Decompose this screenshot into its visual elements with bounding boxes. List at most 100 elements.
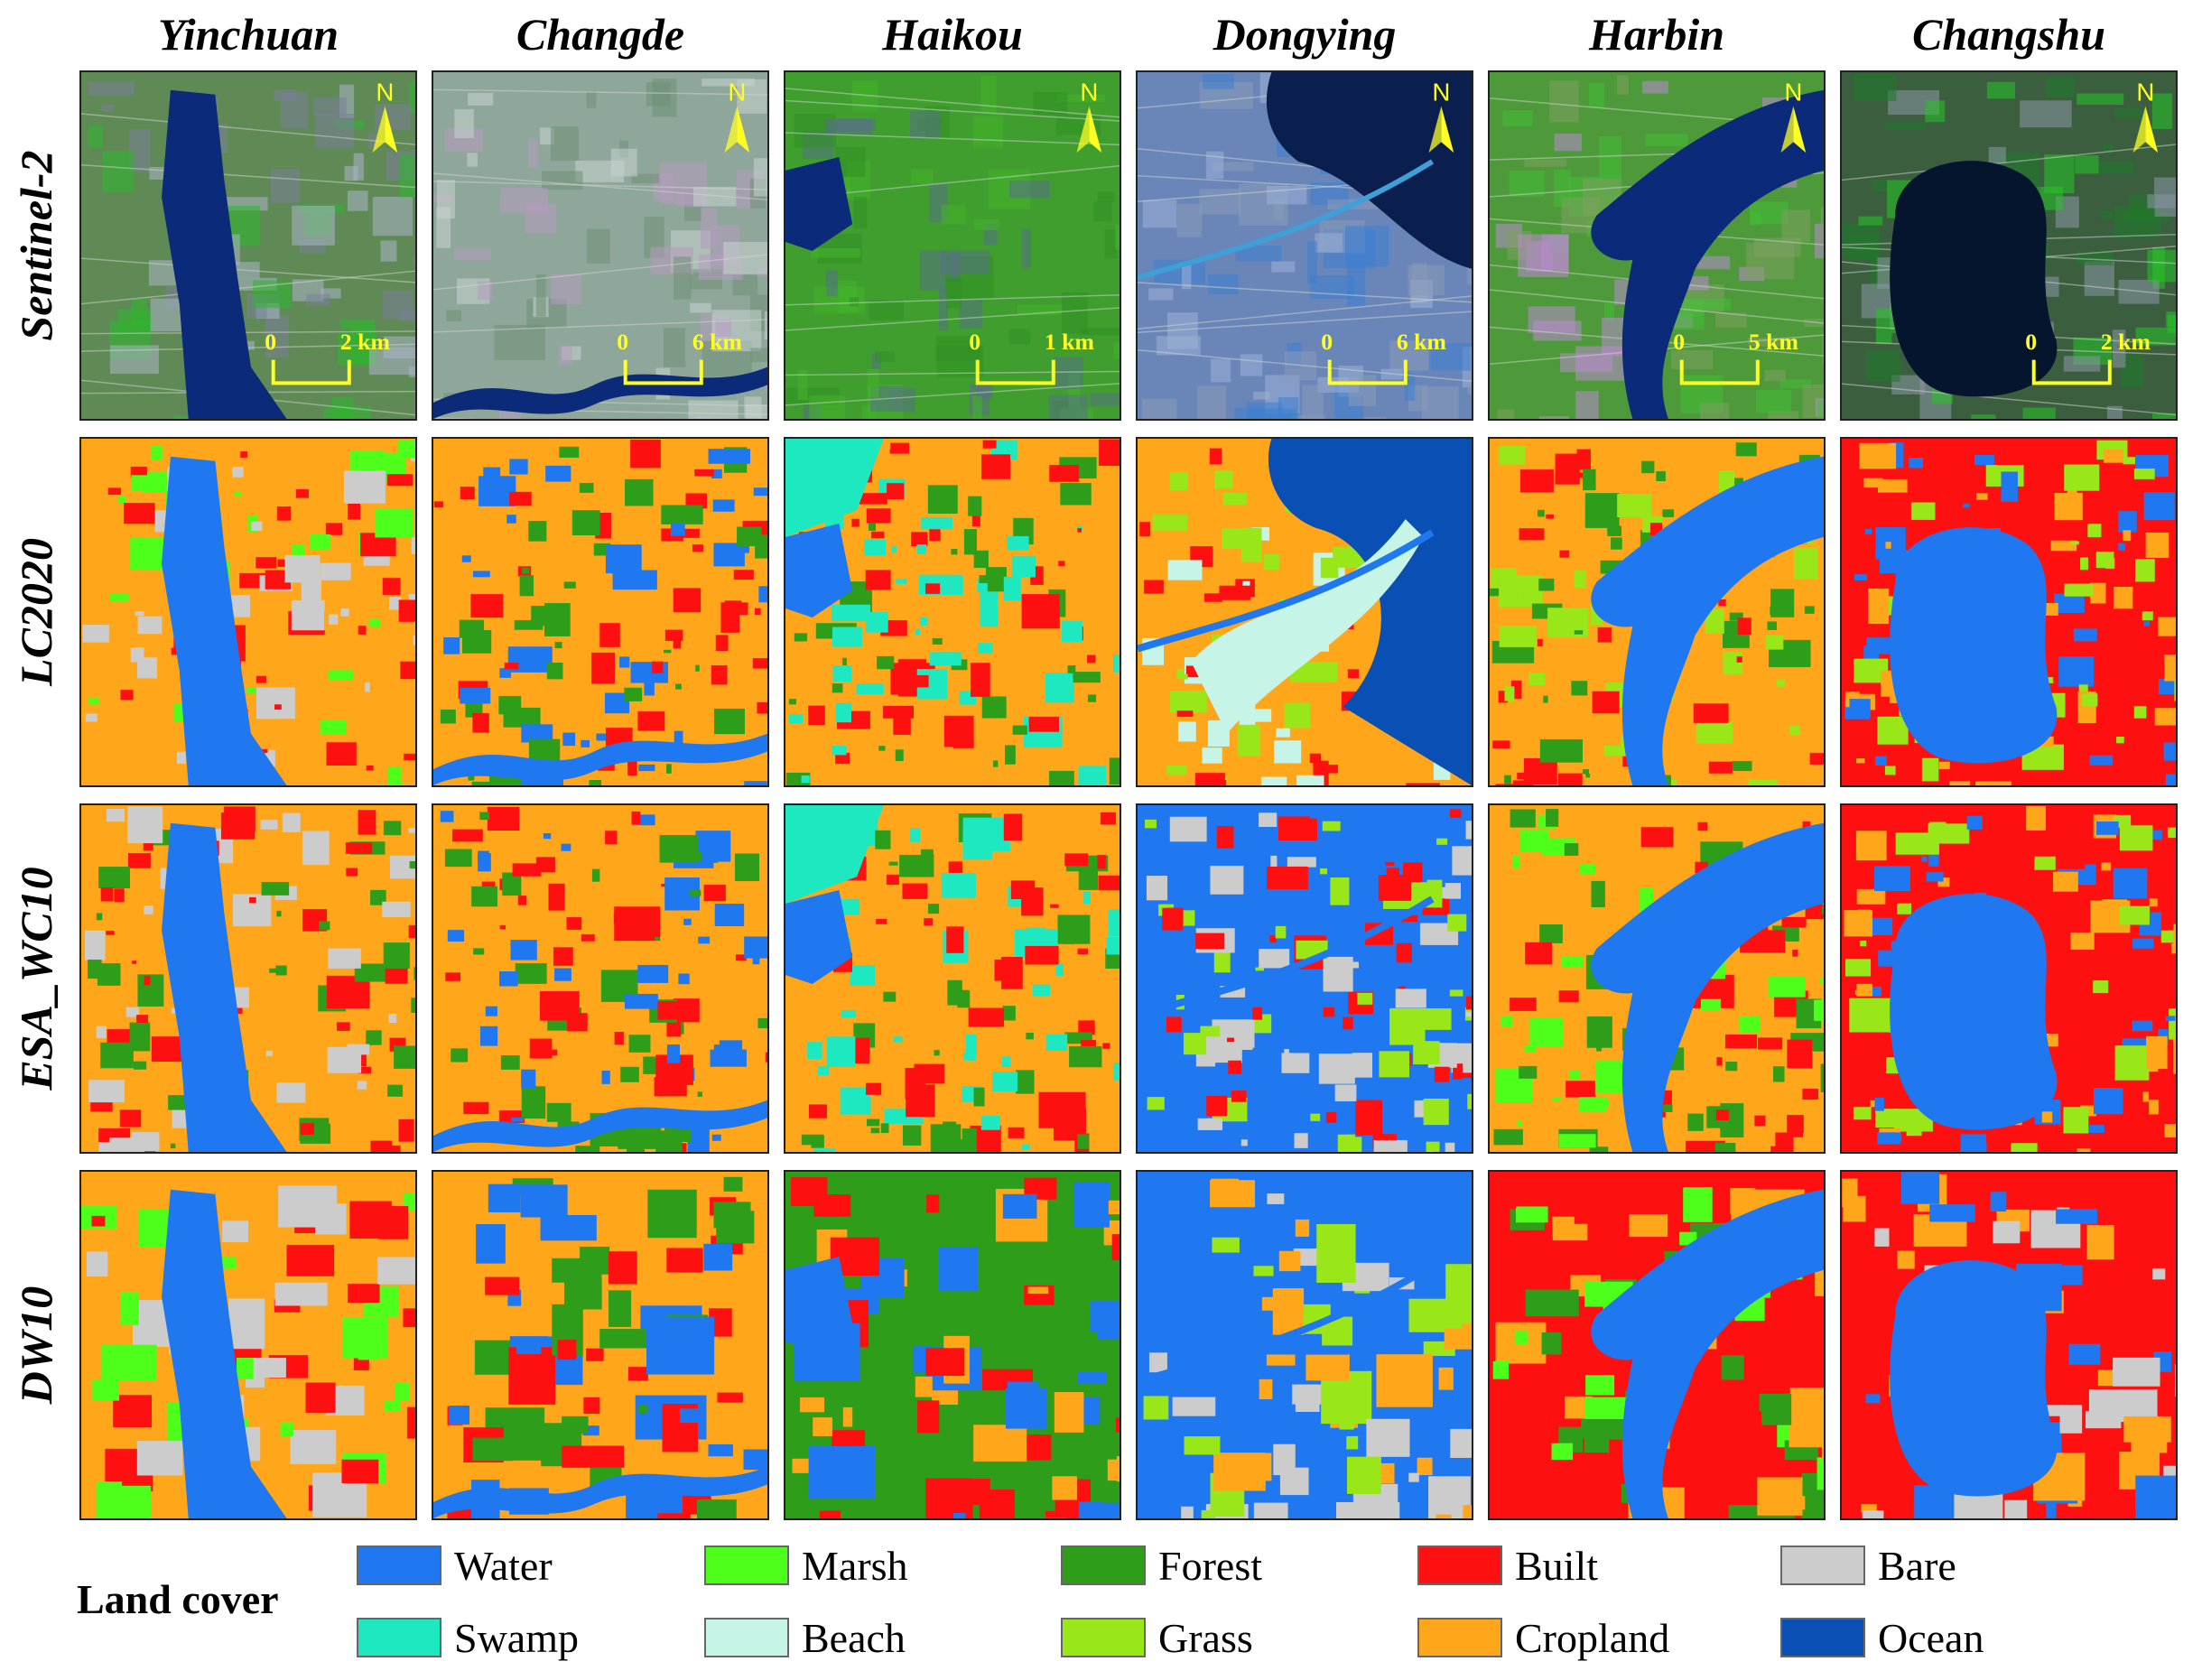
- class-patch: [1183, 1033, 1207, 1055]
- class-patch: [646, 1316, 715, 1375]
- class-patch: [291, 599, 325, 631]
- class-patch: [1049, 770, 1074, 785]
- class-patch: [562, 1445, 625, 1468]
- class-patch: [1095, 1502, 1120, 1518]
- class-patch: [625, 478, 654, 506]
- class-patch: [697, 1091, 702, 1097]
- class-patch: [927, 485, 958, 515]
- class-patch: [2145, 532, 2169, 559]
- class-patch: [1721, 1355, 1744, 1380]
- class-patch: [1862, 1510, 1884, 1518]
- class-patch: [1467, 1093, 1472, 1109]
- class-patch: [124, 503, 155, 524]
- class-patch: [1872, 986, 1882, 997]
- satellite-patch: [1524, 159, 1567, 167]
- class-patch: [1310, 1113, 1321, 1121]
- satellite-patch: [494, 324, 546, 360]
- satellite-patch: [1554, 134, 1582, 152]
- scalebar: [271, 359, 351, 385]
- class-patch: [929, 526, 941, 542]
- class-patch: [265, 570, 292, 589]
- satellite-patch: [1057, 94, 1106, 102]
- class-patch: [144, 905, 153, 914]
- class-patch: [320, 562, 351, 580]
- class-patch: [1715, 1109, 1729, 1121]
- class-patch: [2135, 559, 2155, 582]
- satellite-patch: [1589, 82, 1604, 108]
- class-patch: [2149, 830, 2162, 840]
- class-patch: [981, 696, 1007, 719]
- satellite-patch: [368, 347, 415, 376]
- class-patch: [510, 478, 516, 488]
- legend-item-bare: Bare: [1780, 1542, 1956, 1589]
- class-patch: [586, 1348, 604, 1361]
- class-patch: [575, 1146, 600, 1152]
- class-patch: [921, 849, 934, 857]
- class-patch: [176, 751, 186, 764]
- satellite-patch: [306, 293, 330, 306]
- water-body: [1591, 1189, 1824, 1518]
- satellite-patch: [1273, 200, 1284, 220]
- class-patch: [1200, 1026, 1221, 1037]
- class-patch: [696, 1499, 737, 1518]
- class-patch: [408, 924, 415, 939]
- river-line: [1138, 896, 1435, 1019]
- class-patch: [1061, 620, 1082, 643]
- class-patch: [1849, 699, 1871, 718]
- class-patch: [982, 440, 997, 449]
- satellite-patch: [715, 320, 732, 337]
- class-patch: [411, 998, 415, 1014]
- class-patch: [1260, 776, 1287, 785]
- satellite-patch: [1642, 80, 1668, 94]
- column-header-changde: Changde: [516, 9, 685, 60]
- class-patch: [1090, 1300, 1120, 1332]
- class-patch: [1447, 914, 1467, 932]
- satellite-patch: [610, 148, 637, 177]
- class-patch: [109, 593, 129, 602]
- map-panel-lc2020-yinchuan: [79, 437, 417, 787]
- class-patch: [757, 701, 767, 714]
- class-patch: [1266, 1354, 1296, 1366]
- class-patch: [1261, 1296, 1276, 1311]
- class-patch: [1499, 626, 1538, 647]
- class-patch: [1069, 1045, 1102, 1068]
- class-patch: [744, 781, 767, 785]
- class-patch: [978, 643, 993, 654]
- class-patch: [1098, 439, 1120, 466]
- class-patch: [871, 531, 885, 539]
- satellite-patch: [1497, 409, 1515, 419]
- class-patch: [1463, 1505, 1472, 1518]
- class-patch: [1586, 1016, 1612, 1048]
- water-body: [785, 890, 853, 984]
- class-patch: [737, 526, 762, 547]
- class-patch: [1214, 470, 1233, 489]
- class-patch: [630, 439, 661, 469]
- class-patch: [1077, 528, 1082, 533]
- class-patch: [1081, 1040, 1096, 1048]
- class-patch: [591, 652, 615, 684]
- satellite-patch: [1533, 320, 1582, 341]
- class-patch: [589, 780, 602, 785]
- class-patch: [2004, 1499, 2028, 1518]
- class-patch: [1538, 578, 1555, 591]
- class-patch: [479, 1026, 498, 1046]
- map-panel-esa-wc10-dongying: [1136, 803, 1473, 1154]
- class-patch: [1003, 576, 1021, 601]
- class-patch: [1861, 1504, 1877, 1513]
- class-patch: [757, 1017, 767, 1029]
- satellite-patch: [910, 168, 934, 184]
- class-patch: [971, 663, 990, 697]
- class-patch: [963, 1052, 976, 1061]
- class-patch: [1295, 1219, 1310, 1237]
- class-patch: [246, 687, 262, 694]
- class-patch: [1990, 1192, 2007, 1212]
- satellite-patch: [959, 299, 983, 329]
- class-patch: [1323, 956, 1353, 992]
- class-patch: [869, 523, 877, 532]
- scalebar: [1679, 359, 1760, 385]
- class-patch: [1976, 493, 1988, 500]
- class-patch: [478, 850, 489, 863]
- class-patch: [977, 579, 988, 592]
- class-patch: [675, 683, 682, 690]
- class-patch: [1172, 1397, 1216, 1416]
